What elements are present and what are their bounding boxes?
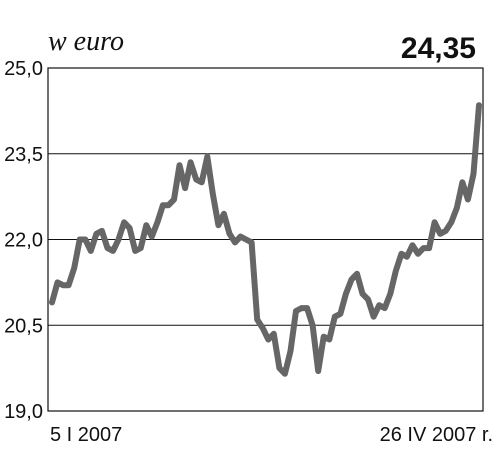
plot-frame: [47, 67, 484, 412]
y-tick-label: 22,0: [4, 230, 43, 252]
y-tick-label: 25,0: [4, 58, 43, 80]
latest-value: 24,35: [401, 32, 476, 65]
unit-label: w euro: [48, 26, 124, 57]
grid-lines: [48, 153, 483, 326]
y-tick-label: 23,5: [4, 144, 43, 166]
x-axis-labels: 5 I 2007 26 IV 2007 r.: [50, 424, 493, 446]
x-end-date-label: 26 IV 2007 r.: [380, 424, 493, 446]
y-tick-label: 19,0: [4, 401, 43, 423]
y-tick-label: 20,5: [4, 315, 43, 337]
price-series-line: [49, 102, 482, 377]
y-axis-labels: 25,0 23,5 22,0 20,5 19,0: [4, 58, 43, 423]
x-start-date-label: 5 I 2007: [50, 424, 122, 446]
